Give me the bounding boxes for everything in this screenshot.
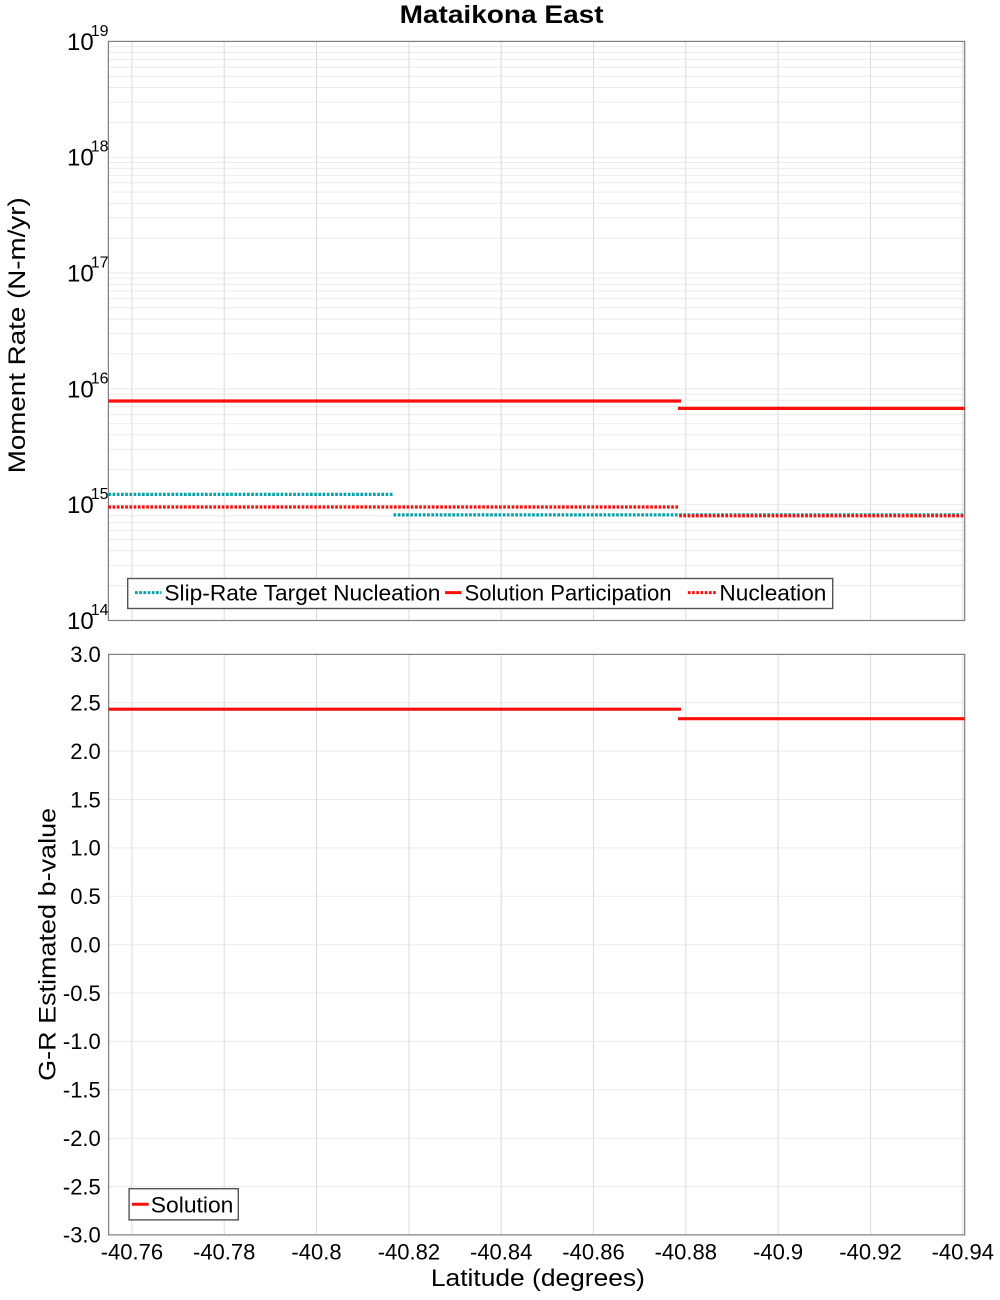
- svg-text:-40.86: -40.86: [562, 1240, 624, 1265]
- svg-text:-40.78: -40.78: [193, 1240, 255, 1265]
- svg-text:G-R Estimated b-value: G-R Estimated b-value: [35, 808, 62, 1081]
- svg-text:Mataikona East: Mataikona East: [400, 1, 605, 29]
- svg-text:-0.5: -0.5: [63, 981, 101, 1006]
- svg-text:-3.0: -3.0: [63, 1223, 101, 1248]
- svg-text:-40.76: -40.76: [101, 1240, 163, 1265]
- svg-text:-2.0: -2.0: [63, 1126, 101, 1151]
- svg-text:-40.9: -40.9: [753, 1240, 803, 1265]
- svg-text:3.0: 3.0: [70, 642, 101, 667]
- svg-text:Slip-Rate Target Nucleation: Slip-Rate Target Nucleation: [164, 581, 440, 606]
- svg-text:-40.8: -40.8: [291, 1240, 341, 1265]
- svg-text:Nucleation: Nucleation: [719, 581, 826, 606]
- svg-text:-40.84: -40.84: [470, 1240, 532, 1265]
- svg-text:0.5: 0.5: [70, 884, 101, 909]
- svg-text:0.0: 0.0: [70, 933, 101, 958]
- svg-text:-40.88: -40.88: [655, 1240, 717, 1265]
- svg-text:-40.94: -40.94: [932, 1240, 994, 1265]
- svg-text:2.5: 2.5: [70, 691, 101, 716]
- svg-text:2.0: 2.0: [70, 739, 101, 764]
- svg-text:Moment Rate (N-m/yr): Moment Rate (N-m/yr): [4, 197, 31, 473]
- svg-text:1.0: 1.0: [70, 836, 101, 861]
- svg-text:-2.5: -2.5: [63, 1174, 101, 1199]
- svg-text:-40.82: -40.82: [378, 1240, 440, 1265]
- svg-text:1019: 1019: [67, 23, 109, 56]
- svg-text:-1.5: -1.5: [63, 1078, 101, 1103]
- svg-text:1.5: 1.5: [70, 787, 101, 812]
- svg-text:Latitude (degrees): Latitude (degrees): [431, 1265, 645, 1292]
- svg-text:Solution Participation: Solution Participation: [465, 581, 672, 606]
- svg-text:-40.92: -40.92: [839, 1240, 901, 1265]
- svg-text:Solution: Solution: [151, 1192, 234, 1217]
- svg-text:-1.0: -1.0: [63, 1029, 101, 1054]
